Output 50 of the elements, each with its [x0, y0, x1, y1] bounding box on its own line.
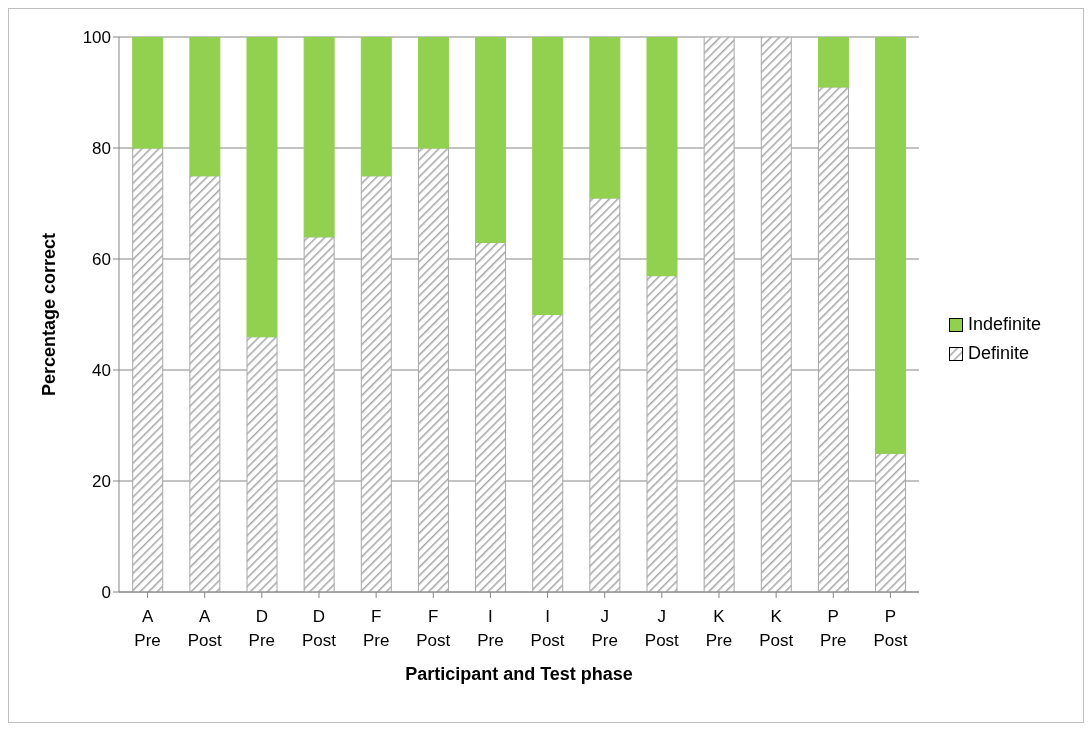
x-axis-title: Participant and Test phase: [405, 664, 633, 684]
bar: [589, 37, 621, 199]
legend-label: Indefinite: [968, 314, 1042, 335]
x-tick-label: J Post: [644, 607, 680, 650]
x-tick-label: D Pre: [248, 607, 276, 650]
x-tick-label: F Post: [416, 607, 451, 650]
x-tick-label: I Post: [530, 607, 565, 650]
y-tick-label: 80: [92, 139, 111, 159]
bar: [646, 275, 678, 592]
bar: [817, 37, 849, 88]
bar: [417, 147, 449, 592]
bar: [875, 37, 907, 454]
x-tick-label: F Pre: [362, 607, 390, 650]
bar: [132, 147, 164, 592]
x-tick-label: K Pre: [705, 607, 733, 650]
bar: [246, 336, 278, 592]
x-tick-label: P Post: [873, 607, 908, 650]
x-tick-label: P Pre: [820, 607, 847, 650]
bar: [246, 37, 278, 338]
y-tick-label: 0: [101, 583, 111, 603]
x-tick-label: A Post: [187, 607, 222, 650]
x-tick-label: A Pre: [134, 607, 161, 650]
bar: [646, 37, 678, 277]
bar: [475, 241, 507, 592]
bar: [589, 197, 621, 592]
y-axis-title: Percentage correct: [39, 232, 60, 397]
bar: [417, 37, 449, 149]
bar: [760, 37, 792, 592]
bar: [360, 175, 392, 592]
bar: [303, 37, 335, 238]
bar: [532, 37, 564, 315]
x-tick-label: I Pre: [477, 607, 504, 650]
y-tick-label: 60: [92, 250, 111, 270]
legend-label: Definite: [968, 343, 1030, 364]
y-tick-label: 20: [92, 472, 111, 492]
bar: [189, 175, 221, 592]
bar: [817, 86, 849, 592]
bar: [303, 236, 335, 592]
bar: [532, 314, 564, 592]
y-tick-label: 100: [82, 28, 111, 48]
bar: [475, 37, 507, 243]
bar: [189, 37, 221, 177]
x-tick-label: J Pre: [591, 607, 618, 650]
bar: [132, 37, 164, 149]
y-tick-label: 40: [92, 361, 111, 381]
bar: [875, 452, 907, 592]
x-tick-label: K Post: [759, 607, 794, 650]
x-tick-label: D Post: [301, 607, 337, 650]
bar: [360, 37, 392, 177]
bar: [703, 37, 735, 592]
